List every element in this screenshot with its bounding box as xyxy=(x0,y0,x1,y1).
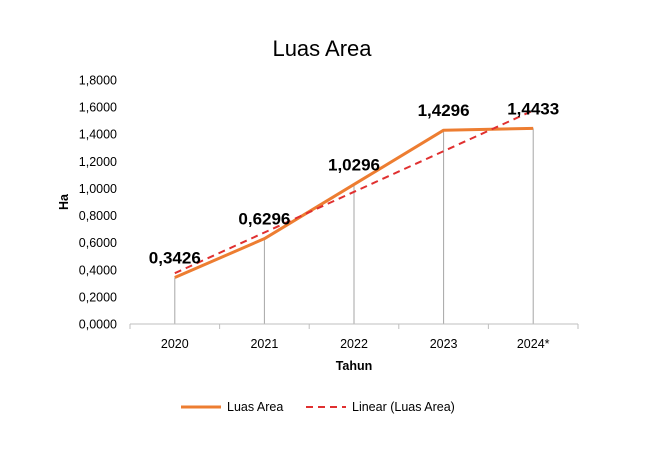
legend-label-linear-trend: Linear (Luas Area) xyxy=(352,400,455,414)
y-tick-label: 0,4000 xyxy=(79,263,117,277)
y-tick-label: 1,4000 xyxy=(79,128,117,142)
x-axis-ticks: 2020 2021 2022 2023 2024* xyxy=(129,324,579,351)
x-tick-label: 2021 xyxy=(250,337,278,351)
x-tick-label: 2020 xyxy=(161,337,189,351)
data-labels: 0,3426 0,6296 1,0296 1,4296 1,4433 xyxy=(149,99,559,267)
drop-lines xyxy=(174,128,534,324)
y-axis-label: Ha xyxy=(57,193,71,210)
y-axis-ticks: 0,0000 0,2000 0,4000 0,6000 0,8000 1,0000 1,20… xyxy=(79,74,117,332)
chart-title: Luas Area xyxy=(272,36,372,61)
x-tick-label: 2023 xyxy=(430,337,458,351)
x-tick-label: 2024* xyxy=(517,337,550,351)
series-line-luas-area xyxy=(174,126,534,279)
data-label: 1,0296 xyxy=(328,155,380,174)
y-tick-label: 1,8000 xyxy=(79,74,117,88)
y-tick-label: 1,0000 xyxy=(79,182,117,196)
data-label: 0,6296 xyxy=(238,210,290,229)
y-tick-label: 1,6000 xyxy=(79,101,117,115)
data-label: 1,4296 xyxy=(418,101,470,120)
y-tick-label: 1,2000 xyxy=(79,155,117,169)
legend: Luas Area Linear (Luas Area) xyxy=(181,400,455,414)
x-axis-label: Tahun xyxy=(336,359,373,373)
x-tick-label: 2022 xyxy=(340,337,368,351)
y-tick-label: 0,2000 xyxy=(79,290,117,304)
data-label: 1,4433 xyxy=(507,99,559,118)
trendline-linear xyxy=(174,109,534,275)
y-tick-label: 0,8000 xyxy=(79,209,117,223)
legend-label-luas-area: Luas Area xyxy=(227,400,283,414)
data-label: 0,3426 xyxy=(149,249,201,268)
y-tick-label: 0,0000 xyxy=(79,318,117,332)
y-tick-label: 0,6000 xyxy=(79,236,117,250)
